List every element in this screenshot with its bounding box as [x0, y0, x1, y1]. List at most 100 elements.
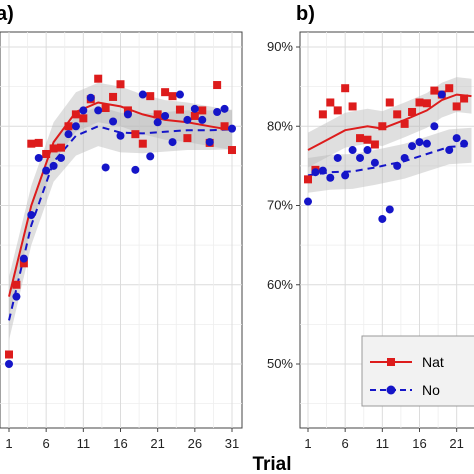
- point-native: [153, 110, 162, 119]
- panel-b-y-ticks: 50% 60% 70% 80% 90%: [267, 39, 300, 371]
- point-no: [356, 153, 365, 162]
- point-nat: [333, 106, 342, 115]
- fit-line-nat: [307, 93, 472, 151]
- point-native: [5, 350, 13, 359]
- point-no: [378, 214, 387, 223]
- x-tick-label: 16: [412, 436, 426, 451]
- point-native: [213, 81, 222, 90]
- x-tick-label: 11: [77, 436, 91, 451]
- point-no: [460, 139, 469, 148]
- x-tick-label: 21: [150, 436, 164, 451]
- point-no: [109, 117, 118, 126]
- point-native: [116, 80, 125, 89]
- point-nat: [348, 102, 357, 111]
- point-no: [94, 106, 103, 115]
- point-native: [198, 106, 207, 115]
- panel-b-fit-lines: [307, 93, 472, 177]
- point-nat: [378, 122, 387, 131]
- point-native: [94, 74, 103, 83]
- point-no: [19, 254, 28, 263]
- legend-native-label: Nat: [422, 354, 444, 370]
- point-no: [116, 131, 125, 140]
- point-no: [175, 90, 184, 99]
- point-no: [168, 138, 177, 147]
- point-native: [42, 149, 51, 158]
- point-nat: [385, 98, 394, 107]
- y-tick-label: 80%: [267, 118, 293, 133]
- x-tick-label: 1: [304, 436, 311, 451]
- point-nat: [422, 99, 431, 108]
- point-no: [79, 106, 88, 115]
- y-tick-label: 70%: [267, 198, 293, 213]
- point-no: [64, 130, 73, 139]
- point-no: [205, 138, 214, 147]
- point-no: [311, 168, 320, 177]
- point-no: [430, 122, 439, 131]
- point-no: [415, 138, 424, 147]
- point-no: [422, 139, 431, 148]
- point-nat: [370, 140, 379, 149]
- point-nat: [393, 110, 402, 119]
- point-native: [138, 139, 147, 148]
- point-no: [57, 153, 66, 162]
- point-native: [19, 259, 28, 268]
- panel-a-x-ticks: 1 6 11 16 21 26 31: [5, 428, 239, 451]
- point-nat: [452, 102, 461, 111]
- point-native: [228, 146, 236, 155]
- point-nat: [363, 135, 372, 144]
- point-nat: [304, 175, 312, 184]
- point-no: [220, 104, 229, 113]
- point-nat: [430, 86, 439, 95]
- panel-a-points: [5, 74, 236, 368]
- x-axis-label: Trial: [252, 454, 291, 474]
- point-no: [198, 115, 207, 124]
- panel-a-confidence-bands: [9, 82, 232, 341]
- point-no: [12, 292, 21, 301]
- point-no: [304, 197, 312, 206]
- point-nat: [408, 107, 417, 116]
- point-no: [363, 146, 372, 155]
- legend-no-marker: [386, 385, 396, 395]
- point-native: [12, 280, 21, 289]
- point-native: [49, 144, 58, 153]
- point-no: [400, 153, 409, 162]
- point-no: [183, 115, 192, 124]
- point-native: [183, 134, 192, 143]
- point-nat: [318, 110, 327, 119]
- point-no: [333, 153, 342, 162]
- point-no: [131, 165, 140, 174]
- point-no: [190, 104, 199, 113]
- x-tick-label: 1: [5, 436, 12, 451]
- panel-b-tag: b): [296, 3, 315, 25]
- y-tick-label: 50%: [267, 356, 293, 371]
- point-no: [86, 93, 95, 102]
- x-tick-label: 11: [376, 436, 390, 451]
- point-nat: [445, 84, 454, 93]
- y-tick-label: 60%: [267, 277, 293, 292]
- point-no: [146, 152, 155, 161]
- point-no: [101, 163, 110, 172]
- point-native: [57, 143, 66, 152]
- confidence-band-no: [9, 106, 232, 341]
- point-native: [101, 104, 110, 113]
- point-no: [385, 205, 394, 214]
- point-native: [34, 138, 43, 147]
- point-native: [220, 122, 229, 131]
- panel-b-points: [304, 84, 469, 223]
- point-no: [445, 146, 454, 155]
- panel-a-tag: a): [0, 3, 14, 25]
- point-no: [49, 161, 58, 170]
- x-tick-label: 6: [342, 436, 349, 451]
- fit-line-native: [8, 101, 233, 297]
- legend-box: [361, 335, 474, 407]
- point-native: [109, 92, 118, 101]
- x-tick-label: 21: [449, 436, 463, 451]
- point-nat: [400, 119, 409, 128]
- point-native: [146, 92, 155, 101]
- point-no: [341, 171, 350, 180]
- point-no: [393, 161, 402, 170]
- x-tick-label: 6: [43, 436, 50, 451]
- point-native: [131, 130, 140, 139]
- point-no: [123, 110, 132, 119]
